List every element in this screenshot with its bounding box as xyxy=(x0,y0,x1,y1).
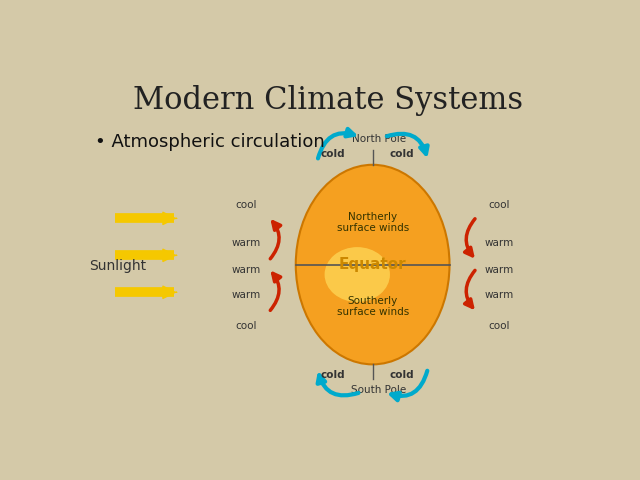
Text: cold: cold xyxy=(321,149,345,159)
Text: North Pole: North Pole xyxy=(351,134,406,144)
Text: Southerly
surface winds: Southerly surface winds xyxy=(337,296,409,317)
Text: Northerly
surface winds: Northerly surface winds xyxy=(337,212,409,233)
Text: cool: cool xyxy=(488,322,510,332)
Text: cool: cool xyxy=(488,200,510,210)
Text: cool: cool xyxy=(236,322,257,332)
Text: cold: cold xyxy=(390,149,414,159)
Text: Sunlight: Sunlight xyxy=(88,259,146,273)
Text: warm: warm xyxy=(232,264,260,275)
Text: Equator: Equator xyxy=(339,257,406,272)
Text: cold: cold xyxy=(321,370,345,380)
Text: warm: warm xyxy=(232,289,260,300)
Text: warm: warm xyxy=(484,238,514,248)
Ellipse shape xyxy=(296,165,449,364)
Ellipse shape xyxy=(324,247,390,302)
Text: South Pole: South Pole xyxy=(351,384,406,395)
Text: warm: warm xyxy=(232,238,260,248)
Text: • Atmospheric circulation: • Atmospheric circulation xyxy=(95,133,324,151)
Text: warm: warm xyxy=(484,264,514,275)
Text: Modern Climate Systems: Modern Climate Systems xyxy=(133,85,523,116)
Text: cool: cool xyxy=(236,200,257,210)
Text: cold: cold xyxy=(390,370,414,380)
Text: warm: warm xyxy=(484,289,514,300)
